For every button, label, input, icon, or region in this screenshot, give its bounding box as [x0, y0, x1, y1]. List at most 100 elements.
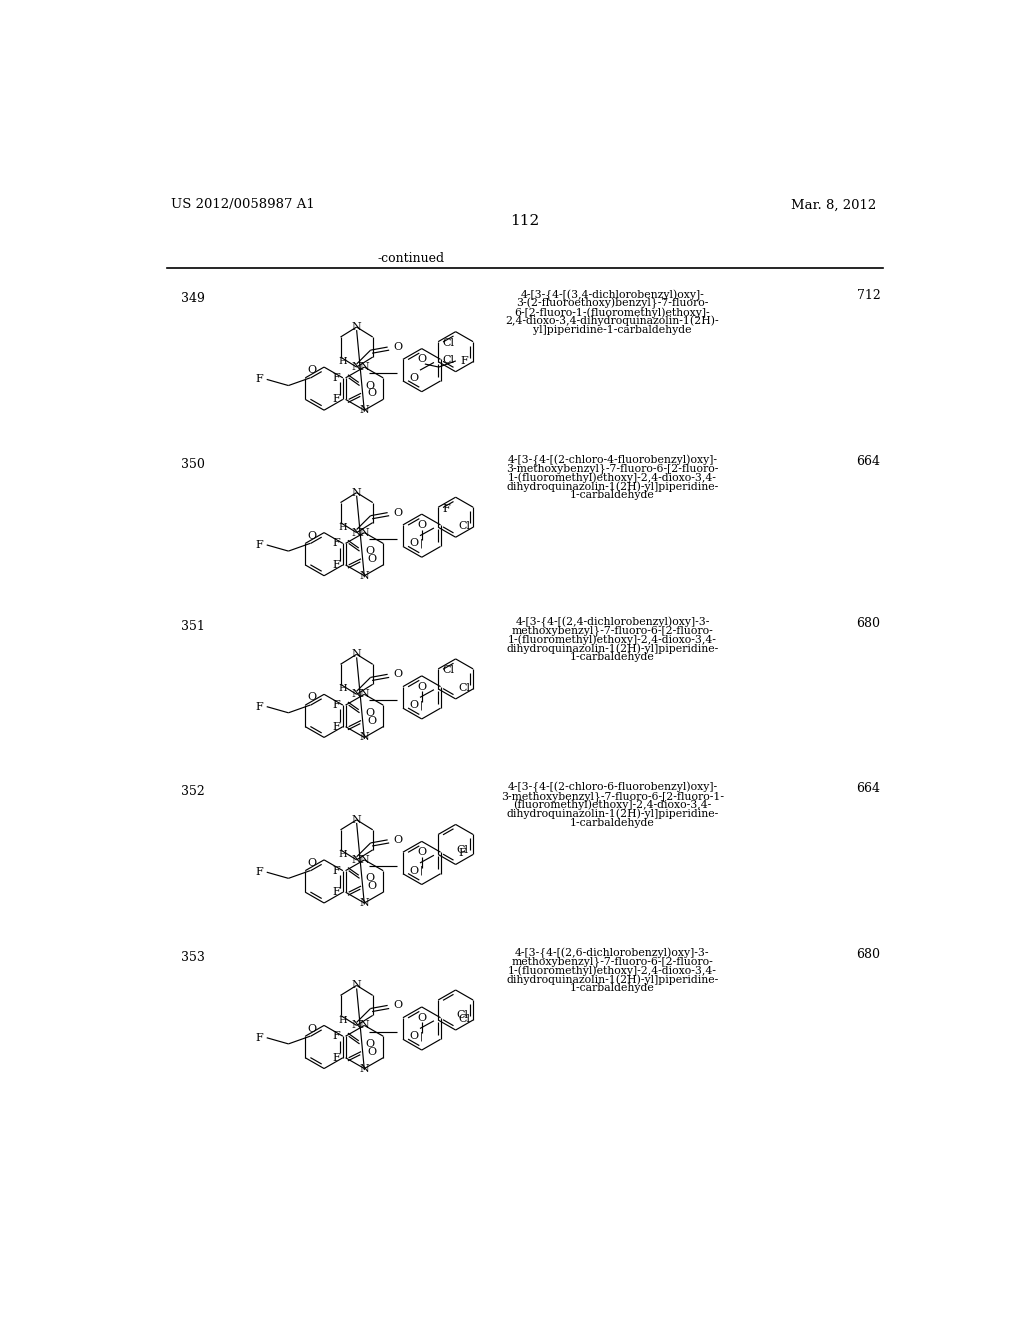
Text: US 2012/0058987 A1: US 2012/0058987 A1: [171, 198, 314, 211]
Text: 680: 680: [856, 948, 881, 961]
Text: F: F: [255, 867, 263, 878]
Text: 1-(fluoromethyl)ethoxy]-2,4-dioxo-3,4-: 1-(fluoromethyl)ethoxy]-2,4-dioxo-3,4-: [508, 965, 717, 975]
Text: Cl: Cl: [442, 338, 455, 348]
Text: Cl: Cl: [442, 665, 455, 676]
Text: O: O: [410, 1031, 419, 1041]
Text: F: F: [332, 887, 340, 898]
Text: |: |: [420, 1031, 423, 1041]
Text: O: O: [307, 693, 316, 702]
Text: O: O: [368, 554, 377, 564]
Text: O: O: [366, 708, 375, 718]
Text: O: O: [417, 681, 426, 692]
Text: F: F: [442, 504, 451, 513]
Text: O: O: [417, 1012, 426, 1023]
Text: 4-[3-{4-[(2-chloro-6-fluorobenzyl)oxy]-: 4-[3-{4-[(2-chloro-6-fluorobenzyl)oxy]-: [507, 781, 718, 793]
Text: F: F: [332, 1053, 340, 1063]
Text: N: N: [359, 570, 370, 581]
Text: yl]piperidine-1-carbaldehyde: yl]piperidine-1-carbaldehyde: [534, 325, 691, 335]
Text: O: O: [417, 847, 426, 857]
Text: O: O: [307, 531, 316, 541]
Text: O: O: [368, 388, 377, 399]
Text: N: N: [359, 1064, 370, 1073]
Text: 1-(fluoromethyl)ethoxy]-2,4-dioxo-3,4-: 1-(fluoromethyl)ethoxy]-2,4-dioxo-3,4-: [508, 473, 717, 483]
Text: N: N: [352, 689, 361, 700]
Text: O: O: [307, 858, 316, 869]
Text: 6-[2-fluoro-1-(fluoromethyl)ethoxy]-: 6-[2-fluoro-1-(fluoromethyl)ethoxy]-: [515, 308, 711, 318]
Text: |: |: [420, 539, 423, 548]
Text: F: F: [332, 560, 340, 570]
Text: Cl: Cl: [457, 1010, 468, 1020]
Text: dihydroquinazolin-1(2H)-yl]piperidine-: dihydroquinazolin-1(2H)-yl]piperidine-: [506, 809, 719, 820]
Text: N: N: [359, 689, 370, 700]
Text: Cl: Cl: [457, 845, 468, 855]
Text: methoxybenzyl}-7-fluoro-6-[2-fluoro-: methoxybenzyl}-7-fluoro-6-[2-fluoro-: [512, 626, 714, 636]
Text: O: O: [410, 372, 419, 383]
Text: O: O: [394, 1001, 403, 1010]
Text: F: F: [332, 539, 340, 548]
Text: 680: 680: [856, 616, 881, 630]
Text: 352: 352: [180, 785, 205, 799]
Text: 112: 112: [510, 214, 540, 228]
Text: 664: 664: [856, 455, 881, 467]
Text: H: H: [339, 850, 347, 859]
Text: O: O: [368, 715, 377, 726]
Text: 350: 350: [180, 458, 205, 471]
Text: 712: 712: [856, 289, 881, 302]
Text: N: N: [352, 362, 361, 372]
Text: O: O: [366, 874, 375, 883]
Text: O: O: [366, 546, 375, 556]
Text: Cl: Cl: [442, 355, 455, 366]
Text: F: F: [332, 372, 340, 383]
Text: dihydroquinazolin-1(2H)-yl]piperidine-: dihydroquinazolin-1(2H)-yl]piperidine-: [506, 643, 719, 653]
Text: 1-carbaldehyde: 1-carbaldehyde: [570, 652, 654, 661]
Text: F: F: [461, 356, 468, 366]
Text: O: O: [394, 834, 403, 845]
Text: O: O: [366, 1039, 375, 1049]
Text: F: F: [255, 1032, 263, 1043]
Text: dihydroquinazolin-1(2H)-yl]piperidine-: dihydroquinazolin-1(2H)-yl]piperidine-: [506, 974, 719, 985]
Text: F: F: [255, 540, 263, 550]
Text: dihydroquinazolin-1(2H)-yl]piperidine-: dihydroquinazolin-1(2H)-yl]piperidine-: [506, 482, 719, 492]
Text: H: H: [339, 358, 347, 366]
Text: O: O: [394, 669, 403, 680]
Text: F: F: [332, 866, 340, 875]
Text: N: N: [352, 981, 361, 990]
Text: N: N: [352, 1020, 361, 1031]
Text: H: H: [339, 1015, 347, 1024]
Text: 349: 349: [180, 293, 205, 305]
Text: F: F: [255, 375, 263, 384]
Text: |: |: [420, 866, 423, 875]
Text: 3-(2-fluoroethoxy)benzyl}-7-fluoro-: 3-(2-fluoroethoxy)benzyl}-7-fluoro-: [516, 298, 709, 309]
Text: Cl: Cl: [459, 521, 471, 531]
Text: N: N: [352, 528, 361, 537]
Text: F: F: [332, 395, 340, 404]
Text: methoxybenzyl}-7-fluoro-6-[2-fluoro-: methoxybenzyl}-7-fluoro-6-[2-fluoro-: [512, 957, 714, 968]
Text: N: N: [359, 1020, 370, 1031]
Text: Cl: Cl: [459, 682, 471, 693]
Text: F: F: [255, 702, 263, 711]
Text: O: O: [417, 354, 426, 364]
Text: F: F: [332, 1031, 340, 1041]
Text: O: O: [368, 880, 377, 891]
Text: H: H: [339, 685, 347, 693]
Text: 4-[3-{4-[(2,6-dichlorobenzyl)oxy]-3-: 4-[3-{4-[(2,6-dichlorobenzyl)oxy]-3-: [515, 948, 710, 960]
Text: Mar. 8, 2012: Mar. 8, 2012: [791, 198, 876, 211]
Text: N: N: [352, 814, 361, 825]
Text: 1-carbaldehyde: 1-carbaldehyde: [570, 983, 654, 993]
Text: -continued: -continued: [377, 252, 444, 265]
Text: N: N: [359, 362, 370, 372]
Text: N: N: [359, 528, 370, 537]
Text: O: O: [410, 866, 419, 875]
Text: O: O: [307, 366, 316, 375]
Text: N: N: [359, 733, 370, 742]
Text: 351: 351: [180, 619, 205, 632]
Text: 3-methoxybenzyl}-7-fluoro-6-[2-fluoro-1-: 3-methoxybenzyl}-7-fluoro-6-[2-fluoro-1-: [501, 791, 724, 801]
Text: 4-[3-{4-[(2,4-dichlorobenzyl)oxy]-3-: 4-[3-{4-[(2,4-dichlorobenzyl)oxy]-3-: [515, 616, 710, 628]
Text: F: F: [332, 700, 340, 710]
Text: N: N: [352, 855, 361, 865]
Text: O: O: [307, 1023, 316, 1034]
Text: Cl: Cl: [459, 1014, 471, 1024]
Text: 1-carbaldehyde: 1-carbaldehyde: [570, 817, 654, 828]
Text: 3-methoxybenzyl}-7-fluoro-6-[2-fluoro-: 3-methoxybenzyl}-7-fluoro-6-[2-fluoro-: [506, 463, 719, 474]
Text: F: F: [459, 849, 467, 858]
